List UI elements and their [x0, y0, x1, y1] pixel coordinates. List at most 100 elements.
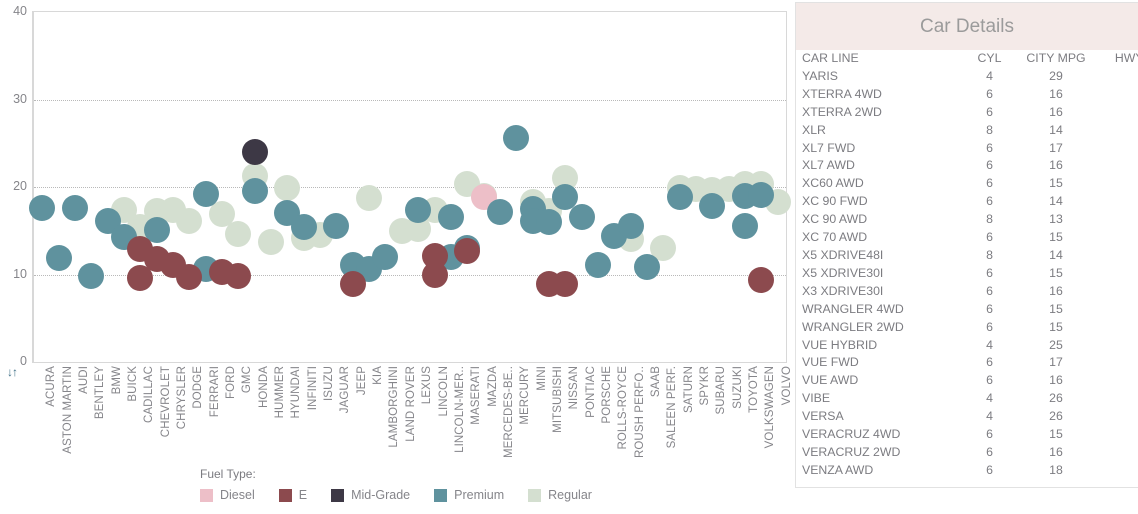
scatter-point[interactable] [356, 184, 383, 211]
column-header-city-mpg[interactable]: CITY MPG [1026, 51, 1086, 65]
scatter-point[interactable] [61, 195, 88, 221]
x-axis-tick-label[interactable]: BMW [110, 366, 123, 395]
x-axis-tick-label[interactable]: LINCOLN [437, 366, 450, 417]
table-row[interactable]: VERACRUZ 4WD 6 15 22 [796, 426, 1138, 444]
scatter-point[interactable] [486, 199, 513, 226]
x-axis-tick-label[interactable]: LEXUS [421, 366, 434, 405]
x-axis-tick-label[interactable]: JAGUAR [339, 366, 352, 414]
scatter-point[interactable] [372, 244, 399, 270]
table-row[interactable]: XL7 FWD 6 17 24 [796, 140, 1138, 158]
scatter-point[interactable] [585, 251, 611, 278]
table-header-row[interactable]: CAR LINE CYL CITY MPG HWY M [796, 50, 1138, 68]
scatter-point[interactable] [274, 174, 301, 201]
x-axis-tick-label[interactable]: BUICK [126, 366, 139, 402]
x-axis-tick-label[interactable]: HUMMER [274, 366, 287, 419]
x-axis-tick-label[interactable]: SUZUKI [731, 366, 744, 409]
scatter-point[interactable] [617, 213, 644, 240]
table-row[interactable]: XC60 AWD 6 15 22 [796, 175, 1138, 193]
x-axis-tick-label[interactable]: NISSAN [568, 366, 581, 410]
table-row[interactable]: XL7 AWD 6 16 23 [796, 157, 1138, 175]
x-axis-tick-label[interactable]: MERCEDES-BE.. [502, 366, 515, 459]
table-row[interactable]: XC 90 AWD 8 13 19 [796, 211, 1138, 229]
scatter-point[interactable] [241, 177, 268, 204]
x-axis-tick-label[interactable]: CHEVROLET [159, 366, 172, 438]
x-axis-tick-label[interactable]: LINCOLN-MER.. [453, 366, 466, 453]
x-axis-tick-label[interactable]: KIA [372, 366, 385, 385]
column-header-cyl[interactable]: CYL [977, 51, 1002, 65]
table-row[interactable]: VENZA AWD 6 18 25 [796, 462, 1138, 480]
x-axis-tick-label[interactable]: BENTLEY [94, 366, 107, 420]
x-axis-tick-label[interactable]: CADILLAC [143, 366, 156, 424]
x-axis-tick-label[interactable]: SPYKR [699, 366, 712, 406]
x-axis-tick-label[interactable]: CHRYSLER [175, 366, 188, 430]
table-row[interactable]: X3 XDRIVE30I 6 16 23 [796, 283, 1138, 301]
legend-item[interactable]: Diesel [200, 488, 255, 502]
scatter-point[interactable] [225, 263, 252, 290]
scatter-point[interactable] [241, 139, 268, 165]
scatter-point[interactable] [535, 209, 562, 235]
table-row[interactable]: YARIS 4 29 36 [796, 68, 1138, 86]
x-axis-tick-label[interactable]: MINI [535, 366, 548, 391]
x-axis-tick-label[interactable]: FORD [225, 366, 237, 399]
table-row[interactable]: XLR 8 14 23 [796, 122, 1138, 140]
x-axis-tick-label[interactable]: MAZDA [486, 366, 499, 407]
scatter-point[interactable] [176, 264, 203, 291]
scatter-point[interactable] [732, 213, 759, 240]
x-axis-tick-label[interactable]: PORSCHE [601, 366, 613, 424]
x-axis-tick-label[interactable]: SALEEN PERF. [666, 366, 679, 449]
x-axis-tick-label[interactable]: AUDI [77, 366, 90, 394]
table-row[interactable]: VUE HYBRID 4 25 32 [796, 337, 1138, 355]
x-axis-tick-label[interactable]: TOYOTA [748, 366, 761, 413]
x-axis-tick-label[interactable]: ROUSH PERFO.. [633, 366, 646, 459]
x-axis-tick-label[interactable]: MASERATI [470, 366, 483, 425]
legend-item[interactable]: Mid-Grade [331, 488, 410, 502]
x-axis-tick-label[interactable]: SATURN [682, 366, 695, 414]
column-header-car-line[interactable]: CAR LINE [802, 51, 859, 65]
table-row[interactable]: XC 70 AWD 6 15 22 [796, 229, 1138, 247]
table-row[interactable]: X5 XDRIVE48I 8 14 19 [796, 247, 1138, 265]
x-axis-tick-label[interactable]: PONTIAC [584, 366, 597, 418]
scatter-point[interactable] [323, 212, 350, 239]
x-axis-tick-label[interactable]: ISUZU [323, 366, 336, 401]
x-axis-tick-label[interactable]: ACURA [45, 366, 58, 407]
table-row[interactable]: X5 XDRIVE30I 6 15 21 [796, 265, 1138, 283]
x-axis-tick-label[interactable]: FERRARI [208, 366, 221, 418]
scatter-point[interactable] [568, 203, 595, 230]
x-axis-tick-label[interactable]: MERCURY [519, 366, 532, 425]
legend-items[interactable]: Diesel E Mid-Grade Premium Regular [200, 488, 616, 502]
scatter-point[interactable] [748, 266, 775, 293]
scatter-point[interactable] [699, 193, 726, 220]
x-axis-tick-label[interactable]: LAND ROVER [404, 366, 417, 442]
car-details-table-container[interactable]: Car Details CAR LINE CYL CITY MPG HWY M … [795, 2, 1138, 488]
table-row[interactable]: XTERRA 2WD 6 16 20 [796, 104, 1138, 122]
scatter-point[interactable] [437, 203, 464, 230]
column-header-hwy-mpg[interactable]: HWY M [1114, 51, 1138, 65]
x-axis-tick-label[interactable]: GMC [241, 366, 254, 394]
table-row[interactable]: VERSA 4 26 31 [796, 408, 1138, 426]
legend-item[interactable]: Regular [528, 488, 592, 502]
legend-item[interactable]: E [278, 488, 307, 502]
x-axis-tick-label[interactable]: HYUNDAI [290, 366, 303, 419]
scatter-point[interactable] [78, 263, 105, 290]
table-row[interactable]: WRANGLER 2WD 6 15 20 [796, 319, 1138, 337]
x-axis-tick-label[interactable]: HONDA [257, 366, 270, 409]
table-row[interactable]: XC 90 FWD 6 14 20 [796, 193, 1138, 211]
legend-item[interactable]: Premium [434, 488, 504, 502]
scatter-point[interactable] [339, 271, 366, 298]
scatter-point[interactable] [258, 229, 285, 256]
x-axis-tick-label[interactable]: VOLKSWAGEN [764, 366, 777, 449]
x-axis-tick-label[interactable]: ASTON MARTIN [61, 366, 74, 454]
scatter-point[interactable] [405, 196, 432, 223]
x-axis-tick-label[interactable]: INFINITI [306, 366, 319, 411]
scatter-point[interactable] [503, 125, 530, 151]
x-axis-tick-label[interactable]: JEEP [355, 366, 368, 396]
scatter-point[interactable] [748, 181, 775, 208]
scatter-point[interactable] [552, 271, 579, 298]
scatter-point[interactable] [421, 261, 448, 288]
plot-area[interactable] [29, 11, 791, 363]
scatter-point[interactable] [192, 181, 219, 207]
scatter-point[interactable] [634, 253, 661, 280]
table-row[interactable]: WRANGLER 4WD 6 15 19 [796, 301, 1138, 319]
table-row[interactable]: VUE FWD 6 17 24 [796, 354, 1138, 372]
scatter-point[interactable] [225, 221, 252, 248]
